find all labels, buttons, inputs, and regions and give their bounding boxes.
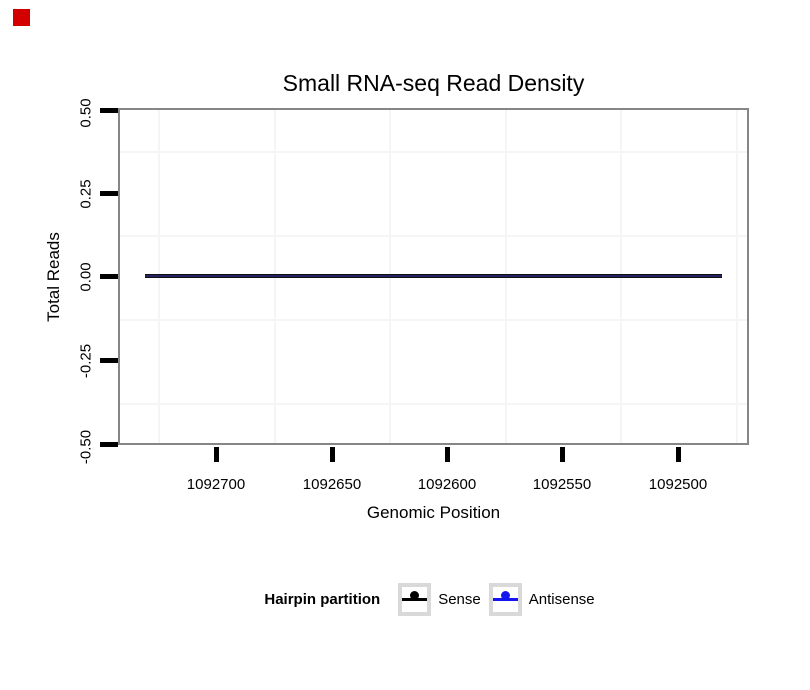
y-tick-label: 0.50 — [77, 98, 95, 128]
y-tick-mark — [100, 274, 118, 279]
x-tick-label: 1092700 — [186, 476, 246, 493]
gridline-horizontal — [120, 403, 747, 405]
x-tick-mark — [330, 447, 335, 462]
x-tick-mark — [214, 447, 219, 462]
sense-point-icon — [410, 590, 420, 600]
y-tick-mark — [100, 108, 118, 113]
y-tick-label: -0.25 — [77, 343, 95, 379]
x-tick-mark — [676, 447, 681, 462]
gridline-horizontal — [120, 235, 747, 237]
y-tick-label: 0.25 — [77, 179, 95, 209]
x-axis-title: Genomic Position — [366, 503, 501, 522]
antisense-point-icon — [500, 590, 510, 600]
y-tick-label: -0.50 — [77, 429, 95, 465]
legend-key-antisense — [488, 582, 522, 616]
red-indicator-square — [13, 9, 30, 26]
legend-title: Hairpin partition — [264, 590, 381, 608]
x-tick-label: 1092650 — [302, 476, 362, 493]
legend-key-sense — [398, 582, 432, 616]
x-tick-label: 1092600 — [417, 476, 477, 493]
y-tick-mark — [100, 442, 118, 447]
read-density-zero-line — [145, 274, 722, 278]
y-axis-title: Total Reads — [44, 232, 63, 322]
y-tick-mark — [100, 358, 118, 363]
chart-title: Small RNA-seq Read Density — [282, 70, 585, 96]
gridline-horizontal — [120, 151, 747, 153]
x-tick-label: 1092500 — [648, 476, 708, 493]
x-tick-mark — [560, 447, 565, 462]
y-tick-label: 0.00 — [77, 262, 95, 292]
x-tick-label: 1092550 — [532, 476, 592, 493]
legend: Hairpin partition Sense Antisense — [118, 580, 749, 618]
x-tick-mark — [445, 447, 450, 462]
gridline-horizontal — [120, 319, 747, 321]
legend-label-sense: Sense — [438, 590, 481, 608]
y-tick-mark — [100, 191, 118, 196]
legend-label-antisense: Antisense — [528, 590, 595, 608]
gridline-vertical — [736, 110, 738, 443]
